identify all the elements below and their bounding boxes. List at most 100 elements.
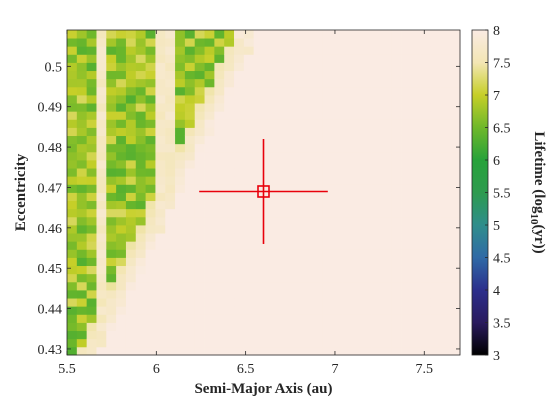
heatmap-cell bbox=[292, 46, 304, 55]
heatmap-cell bbox=[263, 119, 274, 128]
heatmap-cell bbox=[96, 78, 107, 88]
heatmap-cell bbox=[342, 38, 353, 47]
heatmap-cell bbox=[86, 265, 97, 275]
heatmap-cell bbox=[420, 143, 431, 153]
heatmap-cell bbox=[165, 70, 176, 80]
heatmap-cell bbox=[332, 265, 343, 275]
heatmap-cell bbox=[312, 265, 323, 275]
heatmap-cell bbox=[145, 127, 156, 137]
heatmap-cell bbox=[67, 38, 78, 47]
heatmap-cell bbox=[155, 151, 166, 161]
heatmap-cell bbox=[184, 241, 196, 250]
heatmap-cell bbox=[302, 30, 314, 39]
heatmap-cell bbox=[391, 30, 402, 39]
heatmap-cell bbox=[420, 160, 431, 169]
heatmap-cell bbox=[253, 143, 264, 153]
heatmap-cell bbox=[86, 143, 97, 153]
heatmap-cell bbox=[430, 143, 441, 153]
heatmap-cell bbox=[292, 241, 304, 250]
x-tick-label: 6 bbox=[153, 362, 160, 377]
heatmap-cell bbox=[302, 306, 314, 315]
heatmap-cell bbox=[253, 306, 264, 315]
heatmap-cell bbox=[332, 103, 343, 112]
heatmap-cell bbox=[401, 38, 412, 47]
heatmap-cell bbox=[440, 119, 451, 128]
heatmap-cell bbox=[312, 184, 323, 193]
heatmap-cell bbox=[430, 184, 441, 193]
heatmap-cell bbox=[440, 78, 451, 88]
heatmap-cell bbox=[243, 225, 255, 234]
heatmap-cell bbox=[184, 216, 196, 226]
heatmap-cell bbox=[253, 330, 264, 340]
heatmap-cell bbox=[312, 290, 323, 299]
heatmap-cell bbox=[224, 208, 235, 218]
heatmap-cell bbox=[342, 103, 353, 112]
heatmap-cell bbox=[371, 86, 382, 96]
heatmap-cell bbox=[125, 143, 137, 153]
heatmap-cell bbox=[165, 241, 176, 250]
heatmap-cell bbox=[175, 184, 186, 193]
heatmap-cell bbox=[86, 111, 97, 120]
heatmap-cell bbox=[76, 265, 88, 275]
heatmap-cell bbox=[165, 151, 176, 161]
heatmap-cell bbox=[194, 241, 205, 250]
heatmap-cell bbox=[125, 111, 137, 120]
heatmap-cell bbox=[253, 135, 264, 145]
heatmap-cell bbox=[234, 314, 245, 323]
heatmap-cell bbox=[214, 298, 225, 307]
heatmap-cell bbox=[165, 184, 176, 193]
heatmap-cell bbox=[322, 298, 333, 307]
heatmap-cell bbox=[391, 265, 402, 275]
heatmap-cell bbox=[184, 290, 196, 299]
heatmap-cells bbox=[67, 30, 461, 356]
heatmap-cell bbox=[243, 160, 255, 169]
y-tick-label: 0.48 bbox=[38, 141, 63, 156]
heatmap-cell bbox=[106, 330, 117, 340]
heatmap-cell bbox=[391, 151, 402, 161]
heatmap-cell bbox=[381, 62, 392, 72]
heatmap-cell bbox=[116, 168, 127, 177]
heatmap-cell bbox=[371, 281, 382, 291]
heatmap-cell bbox=[292, 86, 304, 96]
heatmap-cell bbox=[194, 322, 205, 332]
heatmap-cell bbox=[204, 273, 215, 283]
heatmap-cell bbox=[410, 298, 422, 307]
heatmap-cell bbox=[440, 241, 451, 250]
heatmap-cell bbox=[243, 176, 255, 185]
heatmap-cell bbox=[67, 127, 78, 137]
heatmap-cell bbox=[420, 103, 431, 112]
heatmap-cell bbox=[243, 151, 255, 161]
heatmap-cell bbox=[342, 216, 353, 226]
heatmap-cell bbox=[312, 273, 323, 283]
heatmap-cell bbox=[420, 322, 431, 332]
heatmap-cell bbox=[175, 127, 186, 137]
heatmap-cell bbox=[76, 30, 88, 39]
heatmap-cell bbox=[322, 216, 333, 226]
heatmap-cell bbox=[106, 346, 117, 356]
heatmap-cell bbox=[224, 322, 235, 332]
heatmap-cell bbox=[292, 208, 304, 218]
heatmap-cell bbox=[420, 119, 431, 128]
heatmap-cell bbox=[312, 46, 323, 55]
heatmap-cell bbox=[184, 151, 196, 161]
heatmap-cell bbox=[410, 200, 422, 210]
heatmap-cell bbox=[430, 208, 441, 218]
heatmap-cell bbox=[96, 151, 107, 161]
heatmap-cell bbox=[361, 78, 372, 88]
heatmap-cell bbox=[302, 176, 314, 185]
heatmap-cell bbox=[450, 265, 461, 275]
heatmap-cell bbox=[184, 200, 196, 210]
heatmap-cell bbox=[273, 281, 284, 291]
heatmap-cell bbox=[96, 249, 107, 258]
heatmap-cell bbox=[76, 233, 88, 242]
heatmap-cell bbox=[67, 257, 78, 267]
heatmap-cell bbox=[243, 103, 255, 112]
heatmap-cell bbox=[440, 257, 451, 267]
heatmap-cell bbox=[391, 216, 402, 226]
heatmap-cell bbox=[401, 257, 412, 267]
heatmap-cell bbox=[224, 346, 235, 356]
heatmap-cell bbox=[273, 306, 284, 315]
colorbar-tick-label: 5 bbox=[493, 219, 500, 234]
heatmap-cell bbox=[145, 160, 156, 169]
heatmap-cell bbox=[67, 46, 78, 55]
